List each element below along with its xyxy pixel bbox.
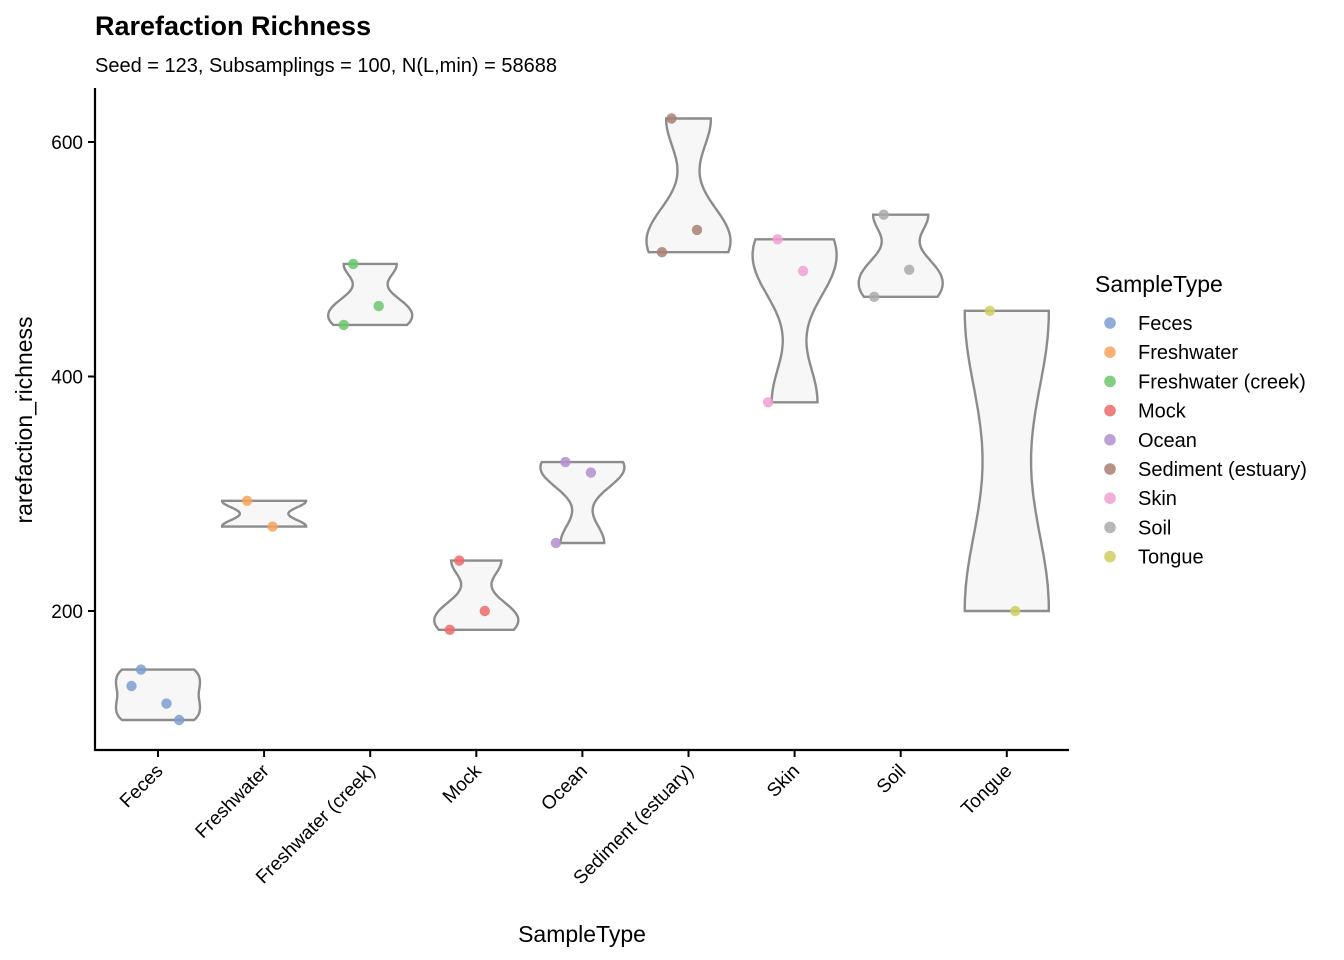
data-point (126, 680, 137, 692)
y-ticks: 200 400 600 (51, 133, 95, 623)
legend-title: SampleType (1095, 271, 1223, 297)
legend-key (1104, 346, 1116, 359)
data-point (560, 456, 571, 468)
violin-layer (114, 117, 1050, 722)
data-point (161, 698, 172, 709)
x-tick-label: Feces (116, 761, 167, 812)
data-point (373, 300, 384, 312)
data-point (666, 113, 677, 124)
legend-label: Freshwater (creek) (1138, 371, 1306, 393)
data-point (454, 555, 465, 566)
y-tick-label: 200 (51, 602, 83, 623)
legend-label: Ocean (1138, 430, 1197, 452)
data-point (338, 319, 349, 331)
legend: SampleType Feces Freshwater Freshwater (cr… (1095, 271, 1307, 569)
legend-label: Tongue (1138, 547, 1204, 569)
violin-freshwater-creek (327, 262, 414, 327)
data-point (267, 521, 278, 532)
data-point (904, 264, 915, 275)
data-point (656, 247, 668, 258)
y-tick-label: 600 (51, 133, 83, 154)
x-axis-title: SampleType (518, 921, 646, 947)
x-tick-label: Freshwater (192, 760, 275, 843)
violin-soil (857, 213, 944, 298)
data-point (869, 291, 880, 302)
legend-key (1104, 404, 1116, 417)
legend-key (1104, 521, 1116, 534)
data-point (348, 258, 359, 270)
data-point (797, 265, 809, 277)
violin-freshwater (220, 499, 308, 528)
legend-label: Soil (1138, 517, 1171, 539)
y-tick-label: 400 (51, 368, 83, 389)
chart-title: Rarefaction Richness (95, 11, 371, 41)
x-tick-label: Ocean (537, 761, 591, 815)
x-tick-label: Freshwater (creek) (252, 761, 380, 889)
data-point (984, 305, 995, 316)
x-tick-label: Soil (873, 761, 910, 798)
data-point (444, 624, 455, 635)
x-tick-label: Tongue (957, 761, 1016, 820)
legend-key (1104, 492, 1116, 505)
legend-label: Mock (1138, 401, 1187, 423)
chart-subtitle: Seed = 123, Subsamplings = 100, N(L,min)… (95, 55, 557, 77)
violin-feces (114, 668, 202, 722)
data-point (878, 209, 889, 220)
violin-sediment-estuary (645, 117, 732, 254)
legend-key (1104, 434, 1116, 446)
legend-label: Sediment (estuary) (1138, 459, 1307, 481)
data-point (135, 664, 147, 675)
legend-label: Skin (1138, 488, 1177, 510)
data-point (691, 224, 703, 236)
x-tick-label: Skin (763, 761, 804, 802)
data-point (550, 537, 562, 549)
violin-ocean (539, 460, 626, 545)
data-point (174, 714, 185, 726)
legend-key (1104, 375, 1116, 388)
violin-mock (433, 559, 520, 631)
legend-key (1104, 463, 1116, 475)
violin-tongue (963, 309, 1050, 613)
data-point (479, 605, 490, 617)
violin-skin (751, 238, 838, 404)
x-tick-label: Mock (439, 760, 486, 807)
y-axis-title: rarefaction_richness (11, 316, 37, 523)
legend-key (1104, 550, 1116, 563)
data-point (585, 467, 597, 478)
data-point (762, 397, 774, 408)
data-point (772, 234, 783, 245)
points-layer (126, 113, 1021, 726)
legend-label: Freshwater (1138, 342, 1238, 364)
legend-label: Feces (1138, 313, 1192, 335)
data-point (1010, 605, 1021, 617)
legend-key (1104, 317, 1116, 329)
x-tick-label: Sediment (estuary) (570, 761, 698, 889)
data-point (241, 495, 253, 506)
